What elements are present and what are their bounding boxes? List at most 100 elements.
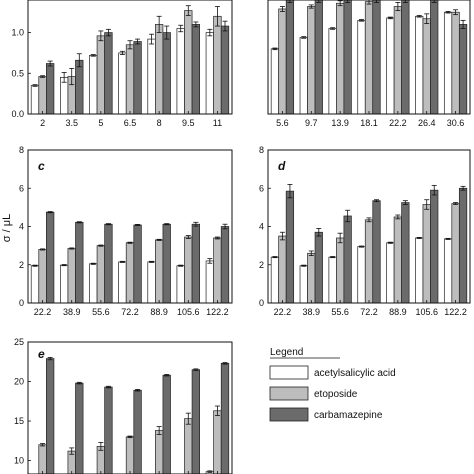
bar-cbz <box>191 223 201 303</box>
x-tick-label: 38.9 <box>303 307 321 317</box>
bar-cbz <box>133 224 142 303</box>
x-tick-label: 105.6 <box>415 307 438 317</box>
bar-eto <box>213 237 222 303</box>
bar-asa <box>89 263 98 303</box>
bar-asa <box>270 256 280 303</box>
panel-d: 22.2 38.9 55.6 72.2 88.9 105.6 122.2 0 2 4 6 8 d <box>259 145 471 317</box>
bar-asa <box>386 17 395 114</box>
legend-label-asa: acetylsalicylic acid <box>314 368 396 379</box>
bar-cbz <box>220 25 230 114</box>
legend-title: Legend <box>270 347 303 358</box>
bar-asa <box>299 265 308 303</box>
bar-cbz <box>104 386 113 474</box>
legend-swatch-cbz <box>269 407 309 422</box>
bar-asa <box>118 261 127 303</box>
bar-cbz <box>314 231 323 303</box>
bar-eto <box>393 216 402 303</box>
bar-eto <box>213 410 222 474</box>
bar-cbz <box>162 374 171 474</box>
bar-cbz <box>104 32 113 114</box>
bar-asa <box>59 77 69 114</box>
panel-b: 5.6 9.7 13.9 18.1 22.2 26.4 30.6 <box>267 0 471 128</box>
bar-eto <box>38 444 47 474</box>
bar-cbz <box>104 223 113 303</box>
bar-eto <box>125 44 135 114</box>
y-tick-label: 0 <box>19 298 24 308</box>
x-tick-label: 72.2 <box>121 307 139 317</box>
bar-eto <box>155 24 164 114</box>
x-tick-label: 3.5 <box>65 118 78 128</box>
legend: Legend acetylsalicylic acid etoposide carba… <box>269 347 396 422</box>
bar-eto <box>336 237 345 303</box>
bar-cbz <box>314 0 323 114</box>
x-tick-label: 5 <box>98 118 103 128</box>
panel-c: 22.2 38.9 55.6 72.2 88.9 105.6 122.2 0 2 4 6 8 c σ / … <box>1 145 233 317</box>
bar-eto <box>184 10 193 114</box>
bar-cbz <box>191 24 201 114</box>
bar-cbz <box>46 63 55 114</box>
bar-asa <box>443 11 453 114</box>
bar-cbz <box>75 59 84 114</box>
bar-cbz <box>162 32 171 114</box>
legend-label-cbz: carbamazepine <box>314 410 383 421</box>
bar-cbz <box>401 202 410 303</box>
y-tick-label: 25 <box>14 337 24 347</box>
bar-eto <box>38 76 47 114</box>
bar-eto <box>213 15 222 114</box>
plot-area <box>270 0 468 114</box>
bar-asa <box>270 48 280 114</box>
x-tick-label: 26.4 <box>418 118 436 128</box>
bar-eto <box>364 219 374 303</box>
x-tick-label: 122.2 <box>206 307 229 317</box>
bar-cbz <box>285 190 295 303</box>
bar-asa <box>357 246 366 303</box>
y-tick-label: 1.0 <box>11 28 24 38</box>
bar-eto <box>125 436 135 474</box>
bar-asa <box>299 37 308 114</box>
bar-asa <box>415 237 424 303</box>
y-tick-label: 0 <box>259 298 264 308</box>
x-tick-label: 18.1 <box>360 118 378 128</box>
bar-eto <box>364 1 374 114</box>
x-tick-label: 22.2 <box>274 307 292 317</box>
bar-cbz <box>133 41 142 114</box>
x-tick-label: 2 <box>40 118 45 128</box>
y-tick-label: 2 <box>19 260 24 270</box>
bar-asa <box>147 261 156 303</box>
x-tick-label: 6.5 <box>124 118 137 128</box>
x-tick-label: 30.6 <box>447 118 465 128</box>
bar-cbz <box>46 211 55 303</box>
bar-eto <box>307 252 316 303</box>
bar-eto <box>67 248 76 303</box>
x-tick-label: 11 <box>213 118 222 128</box>
panel-a: 2 3.5 5 6.5 8 9.5 11 0.0 0.5 1.0 <box>11 0 233 128</box>
bar-eto <box>393 6 402 114</box>
y-tick-label: 6 <box>259 183 264 193</box>
bar-eto <box>336 2 345 114</box>
y-tick-label: 6 <box>19 183 24 193</box>
bar-asa <box>357 20 366 114</box>
bar-asa <box>59 264 69 303</box>
plot-area <box>30 211 230 303</box>
bar-asa <box>118 52 127 114</box>
x-tick-label: 38.9 <box>63 307 81 317</box>
y-tick-label: 15 <box>14 416 24 426</box>
bar-cbz <box>285 0 295 114</box>
bar-asa <box>147 38 156 114</box>
y-tick-label: 20 <box>14 377 24 387</box>
bar-eto <box>38 249 47 303</box>
bar-eto <box>184 418 193 474</box>
y-tick-label: 4 <box>259 222 264 232</box>
axes-frame <box>267 0 471 115</box>
bar-cbz <box>430 189 439 303</box>
plot-area <box>30 5 230 114</box>
bar-cbz <box>372 200 381 303</box>
bar-asa <box>205 32 214 114</box>
bar-cbz <box>133 389 142 474</box>
bar-eto <box>422 204 431 303</box>
bar-asa <box>328 256 337 303</box>
bar-eto <box>451 203 460 303</box>
bar-cbz <box>458 24 468 114</box>
bar-eto <box>96 35 105 114</box>
